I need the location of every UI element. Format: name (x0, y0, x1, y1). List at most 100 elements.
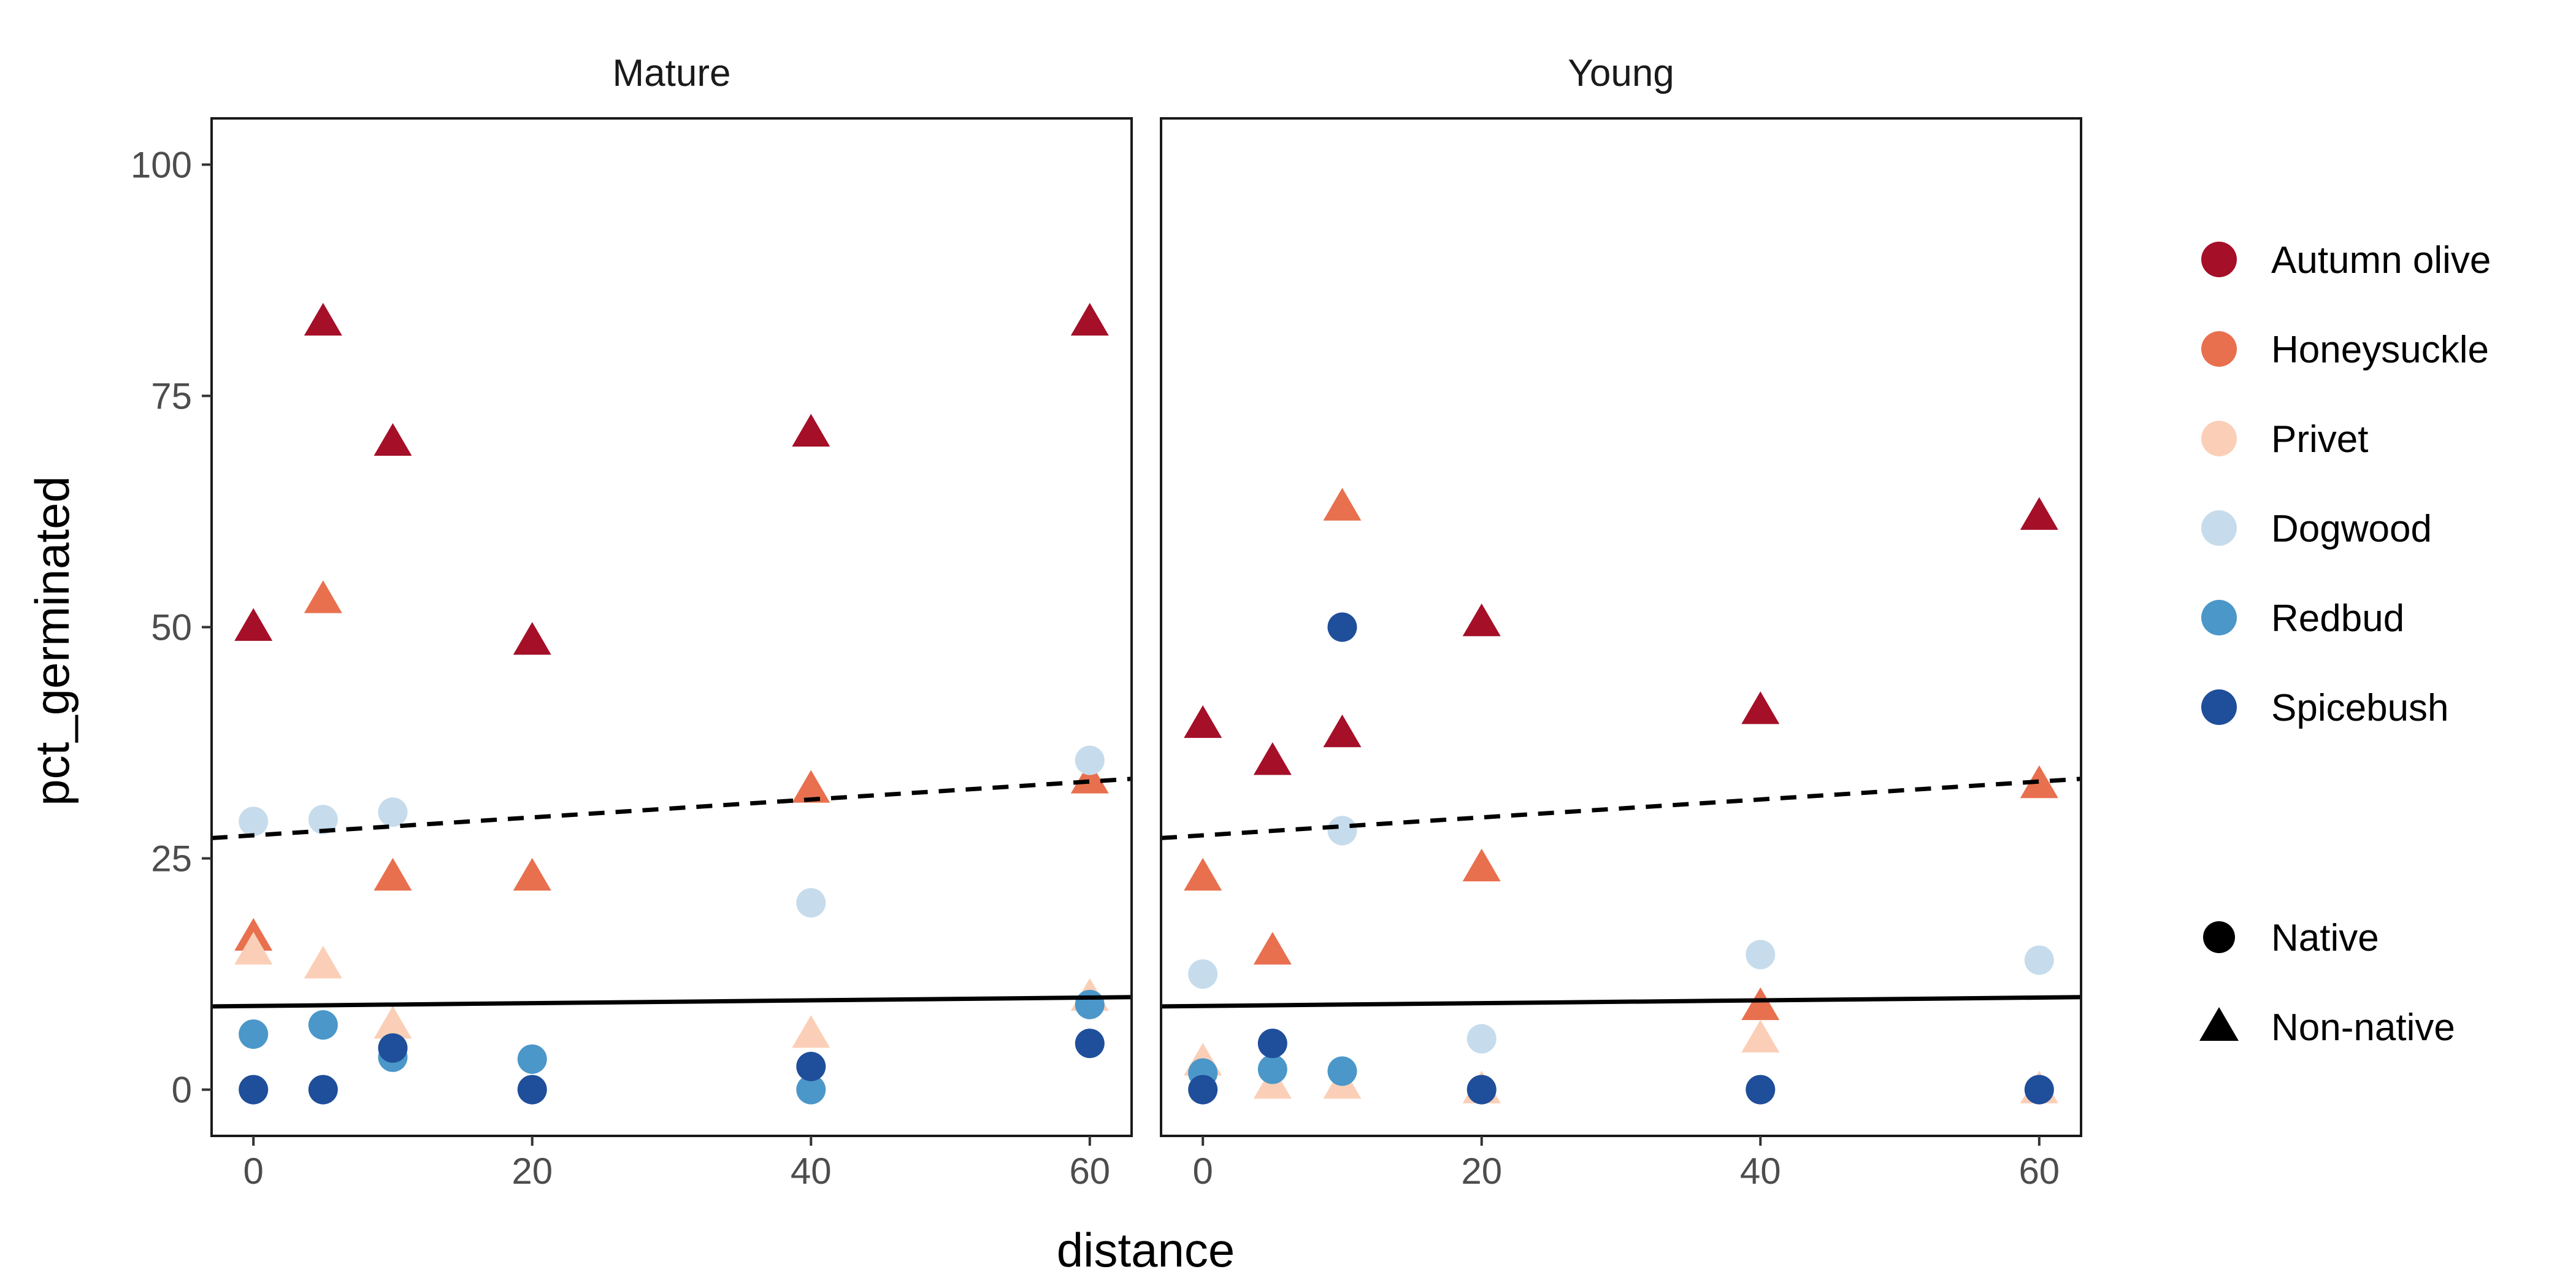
y-tick-label: 100 (131, 144, 192, 185)
axes: 0 20 40 60 0 20 40 60 0 25 50 75 100 (131, 144, 2060, 1192)
point-dogwood-5 (308, 805, 338, 835)
legend-label: Redbud (2271, 597, 2404, 640)
point-dogwood-10 (378, 797, 408, 827)
point-dogwood-40 (796, 887, 826, 918)
point-redbud-5 (1257, 1054, 1287, 1084)
legend-label: Dogwood (2271, 508, 2432, 550)
point-dogwood-60 (1075, 745, 1105, 775)
x-tick-label: 40 (1740, 1151, 1781, 1192)
legend-item-dogwood: Dogwood (2201, 508, 2432, 550)
legend-item-non-native: Non-native (2199, 1006, 2455, 1049)
legend-label: Native (2271, 917, 2379, 959)
point-redbud-60 (1075, 989, 1105, 1019)
facet-title: Mature (613, 52, 731, 94)
plot-area (212, 302, 1132, 1105)
legend-key (2199, 1007, 2239, 1041)
legend-label: Honeysuckle (2271, 329, 2489, 371)
legend-item-autumn-olive: Autumn olive (2201, 239, 2491, 282)
x-tick-label: 60 (2018, 1151, 2060, 1192)
point-honeysuckle-20 (513, 857, 551, 891)
legend: Autumn olive Honeysuckle Privet Dogwood Redb… (2199, 239, 2491, 1049)
point-spicebush-60 (1075, 1029, 1105, 1059)
legend-item-redbud: Redbud (2201, 597, 2404, 640)
legend-item-honeysuckle: Honeysuckle (2201, 329, 2489, 371)
legend-item-privet: Privet (2201, 418, 2368, 461)
trend-line-non-native (212, 776, 1132, 840)
point-redbud-20 (517, 1044, 547, 1074)
point-dogwood-20 (1466, 1024, 1497, 1054)
x-tick-label: 40 (791, 1151, 832, 1192)
legend-key (2201, 242, 2237, 277)
x-tick-label: 20 (1461, 1151, 1502, 1192)
x-tick-label: 60 (1069, 1151, 1110, 1192)
point-autumn-olive-40 (1741, 691, 1780, 724)
point-autumn-olive-20 (1462, 603, 1501, 637)
point-spicebush-40 (796, 1051, 826, 1081)
x-axis-title: distance (1057, 1223, 1235, 1277)
facet-young: Young (1160, 52, 2082, 1137)
legend-key (2201, 689, 2237, 725)
point-privet-5 (304, 945, 342, 979)
point-honeysuckle-20 (1462, 848, 1501, 881)
point-spicebush-60 (2024, 1075, 2054, 1105)
point-redbud-40 (796, 1075, 826, 1105)
point-privet-0 (234, 932, 273, 965)
point-autumn-olive-10 (1323, 714, 1362, 748)
point-honeysuckle-10 (374, 857, 412, 891)
point-privet-40 (1741, 1019, 1780, 1052)
point-spicebush-5 (1257, 1029, 1287, 1059)
y-tick-label: 75 (151, 375, 192, 416)
panel-border (210, 117, 1133, 1137)
point-honeysuckle-40 (792, 770, 830, 803)
point-spicebush-0 (1188, 1075, 1218, 1105)
point-autumn-olive-60 (1070, 302, 1109, 336)
point-dogwood-0 (239, 807, 269, 837)
point-honeysuckle-5 (1253, 932, 1292, 965)
point-spicebush-40 (1746, 1075, 1776, 1105)
point-spicebush-10 (378, 1033, 408, 1063)
x-tick-label: 0 (1192, 1151, 1213, 1192)
legend-label: Autumn olive (2271, 239, 2491, 282)
point-honeysuckle-60 (2020, 765, 2058, 799)
point-honeysuckle-40 (1741, 987, 1780, 1021)
legend-label: Privet (2271, 418, 2368, 461)
legend-key (2203, 921, 2235, 953)
point-privet-40 (792, 1015, 830, 1048)
legend-label: Spicebush (2271, 687, 2449, 729)
point-dogwood-40 (1746, 940, 1776, 970)
point-honeysuckle-10 (1323, 488, 1362, 521)
legend-key (2201, 421, 2237, 456)
point-autumn-olive-5 (1253, 742, 1292, 775)
panel-border (1160, 117, 2082, 1137)
point-dogwood-60 (2024, 945, 2054, 975)
point-autumn-olive-0 (1184, 705, 1222, 738)
point-honeysuckle-60 (1070, 761, 1109, 794)
point-autumn-olive-40 (792, 413, 830, 447)
y-tick-label: 0 (172, 1070, 192, 1111)
legend-key (2201, 510, 2237, 546)
point-redbud-5 (308, 1010, 338, 1040)
point-dogwood-0 (1188, 959, 1218, 989)
legend-key (2201, 331, 2237, 367)
facet-panels: Mature Young (210, 52, 2082, 1137)
point-dogwood-10 (1327, 816, 1357, 846)
legend-item-native: Native (2203, 917, 2379, 959)
trend-line-non-native (1161, 776, 2081, 840)
legend-key (2201, 600, 2237, 635)
point-autumn-olive-0 (234, 608, 273, 641)
point-spicebush-20 (1466, 1075, 1497, 1105)
point-spicebush-10 (1327, 612, 1357, 642)
y-tick-label: 25 (151, 838, 192, 880)
x-tick-label: 0 (243, 1151, 263, 1192)
point-privet-10 (374, 1006, 412, 1039)
point-honeysuckle-5 (304, 580, 342, 613)
point-honeysuckle-0 (1184, 857, 1222, 891)
trend-line-native (1161, 995, 2081, 1009)
point-spicebush-20 (517, 1075, 547, 1105)
facet-mature: Mature (210, 52, 1133, 1137)
y-tick-label: 50 (151, 607, 192, 648)
legend-item-spicebush: Spicebush (2201, 687, 2449, 729)
point-redbud-10 (1327, 1056, 1357, 1086)
point-redbud-0 (239, 1019, 269, 1049)
